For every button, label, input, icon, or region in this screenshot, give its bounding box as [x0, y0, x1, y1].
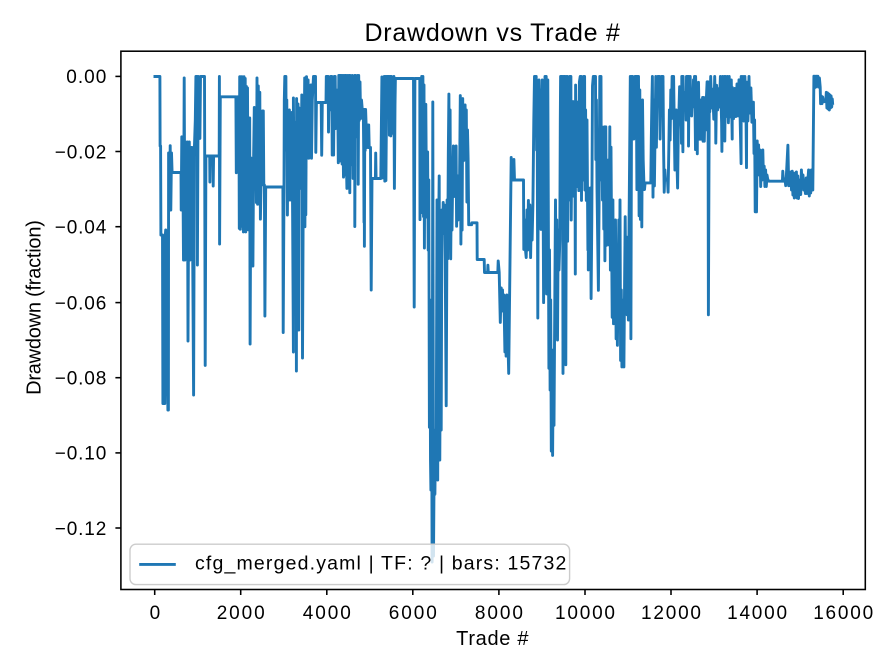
svg-text:−0.08: −0.08 — [55, 369, 107, 390]
svg-text:14000: 14000 — [727, 603, 787, 624]
svg-text:0.00: 0.00 — [66, 67, 106, 88]
svg-text:Drawdown (fraction): Drawdown (fraction) — [24, 220, 46, 395]
svg-text:2000: 2000 — [217, 603, 265, 624]
svg-text:4000: 4000 — [303, 603, 351, 624]
svg-text:cfg_merged.yaml | TF: ? | bars: cfg_merged.yaml | TF: ? | bars: 15732 — [195, 553, 566, 575]
svg-text:−0.04: −0.04 — [55, 218, 107, 239]
svg-text:12000: 12000 — [641, 603, 701, 624]
svg-text:8000: 8000 — [475, 603, 523, 624]
svg-text:6000: 6000 — [389, 603, 437, 624]
svg-text:16000: 16000 — [813, 603, 873, 624]
svg-text:−0.06: −0.06 — [55, 293, 107, 314]
svg-text:10000: 10000 — [555, 603, 615, 624]
svg-text:−0.02: −0.02 — [55, 142, 107, 163]
svg-text:0: 0 — [150, 603, 161, 624]
svg-text:Trade #: Trade # — [456, 628, 529, 650]
svg-text:−0.12: −0.12 — [55, 519, 107, 540]
svg-text:−0.10: −0.10 — [55, 444, 107, 465]
svg-text:Drawdown vs Trade #: Drawdown vs Trade # — [364, 19, 620, 47]
